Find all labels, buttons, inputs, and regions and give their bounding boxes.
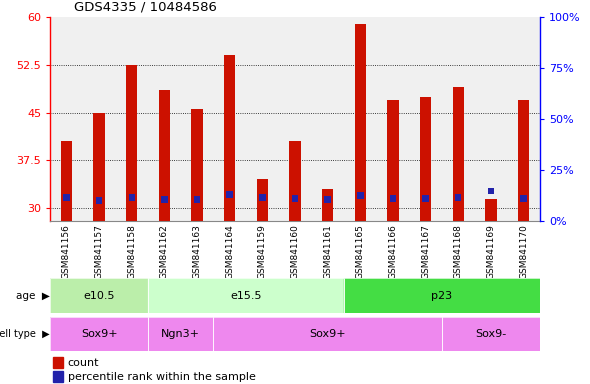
- Bar: [50, 278, 148, 313]
- Bar: [53, 371, 63, 382]
- Bar: [50, 317, 148, 351]
- Bar: [324, 196, 331, 203]
- Bar: [518, 100, 529, 221]
- Bar: [161, 196, 168, 203]
- Text: GSM841166: GSM841166: [388, 224, 398, 279]
- Bar: [485, 199, 497, 221]
- Bar: [129, 194, 135, 200]
- Text: GSM841158: GSM841158: [127, 224, 136, 279]
- Bar: [259, 194, 266, 200]
- Text: e10.5: e10.5: [83, 291, 115, 301]
- Bar: [455, 194, 461, 200]
- Bar: [322, 189, 333, 221]
- Bar: [257, 179, 268, 221]
- Text: GDS4335 / 10484586: GDS4335 / 10484586: [74, 0, 217, 13]
- Text: GSM841163: GSM841163: [192, 224, 202, 279]
- Text: Sox9+: Sox9+: [309, 329, 346, 339]
- Bar: [420, 97, 431, 221]
- Bar: [487, 188, 494, 194]
- Bar: [148, 278, 344, 313]
- Bar: [227, 191, 233, 197]
- Text: GSM841167: GSM841167: [421, 224, 430, 279]
- Bar: [53, 357, 63, 368]
- Text: Sox9+: Sox9+: [81, 329, 117, 339]
- Bar: [159, 90, 170, 221]
- Bar: [355, 24, 366, 221]
- Text: GSM841156: GSM841156: [62, 224, 71, 279]
- Bar: [194, 196, 201, 203]
- Text: Ngn3+: Ngn3+: [161, 329, 200, 339]
- Bar: [224, 55, 235, 221]
- Bar: [442, 317, 540, 351]
- Bar: [289, 141, 301, 221]
- Text: GSM841168: GSM841168: [454, 224, 463, 279]
- Bar: [387, 100, 399, 221]
- Text: age  ▶: age ▶: [15, 291, 50, 301]
- Bar: [93, 113, 105, 221]
- Text: GSM841165: GSM841165: [356, 224, 365, 279]
- Text: p23: p23: [431, 291, 453, 301]
- Text: GSM841164: GSM841164: [225, 224, 234, 278]
- Bar: [148, 317, 214, 351]
- Bar: [191, 109, 203, 221]
- Text: count: count: [68, 358, 99, 368]
- Bar: [422, 195, 429, 202]
- Text: percentile rank within the sample: percentile rank within the sample: [68, 371, 255, 382]
- Text: cell type  ▶: cell type ▶: [0, 329, 50, 339]
- Text: Sox9-: Sox9-: [476, 329, 506, 339]
- Bar: [291, 195, 299, 202]
- Bar: [214, 317, 442, 351]
- Bar: [344, 278, 540, 313]
- Text: GSM841169: GSM841169: [486, 224, 496, 279]
- Text: GSM841162: GSM841162: [160, 224, 169, 278]
- Bar: [96, 197, 103, 204]
- Text: GSM841160: GSM841160: [290, 224, 300, 279]
- Text: e15.5: e15.5: [230, 291, 262, 301]
- Text: GSM841170: GSM841170: [519, 224, 528, 279]
- Bar: [63, 194, 70, 200]
- Bar: [357, 192, 363, 199]
- Text: GSM841157: GSM841157: [94, 224, 104, 279]
- Bar: [61, 141, 72, 221]
- Text: GSM841159: GSM841159: [258, 224, 267, 279]
- Bar: [520, 195, 527, 202]
- Text: GSM841161: GSM841161: [323, 224, 332, 279]
- Bar: [126, 65, 137, 221]
- Bar: [453, 87, 464, 221]
- Bar: [389, 195, 396, 202]
